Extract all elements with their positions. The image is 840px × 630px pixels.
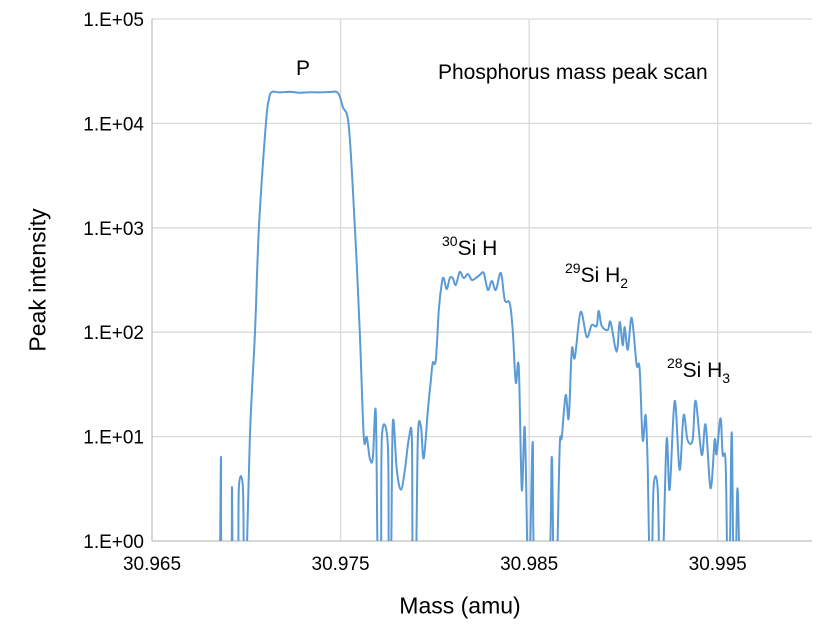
y-tick-label: 1.E+05 — [83, 10, 144, 31]
annotation-text: Si H — [682, 359, 723, 382]
isotope-number: 28 — [667, 355, 683, 371]
subscript: 2 — [620, 275, 629, 291]
isotope-number: 30 — [442, 233, 458, 249]
chart-title: Phosphorus mass peak scan — [438, 61, 708, 84]
y-tick-label: 1.E+00 — [83, 532, 144, 553]
y-axis-title: Peak intensity — [24, 208, 51, 352]
annotation-text: Si H — [580, 264, 621, 287]
x-tick-label: 30.985 — [500, 554, 558, 575]
subscript: 3 — [722, 370, 731, 386]
x-axis-title: Mass (amu) — [399, 592, 521, 619]
isotope-number: 29 — [565, 260, 581, 276]
gridlines — [152, 18, 812, 541]
annotation-p: P — [296, 57, 311, 80]
x-tick-label: 30.965 — [123, 554, 181, 575]
annotation-30si-h: 30Si H — [442, 233, 497, 261]
x-tick-label: 30.975 — [312, 554, 370, 575]
axes — [151, 19, 812, 542]
tick-labels: 1.E+00 1.E+01 1.E+02 1.E+03 1.E+04 1.E+05 30.9… — [83, 10, 747, 575]
series-line — [219, 90, 740, 541]
y-tick-label: 1.E+01 — [83, 428, 144, 449]
y-tick-label: 1.E+02 — [83, 323, 144, 344]
annotation-28si-h3: 28Si H3 — [667, 355, 730, 386]
x-tick-label: 30.995 — [689, 554, 747, 575]
annotation-29si-h2: 29Si H2 — [565, 260, 628, 291]
y-tick-label: 1.E+04 — [83, 114, 144, 135]
annotation-text: Si H — [457, 237, 498, 260]
y-tick-label: 1.E+03 — [83, 219, 144, 240]
